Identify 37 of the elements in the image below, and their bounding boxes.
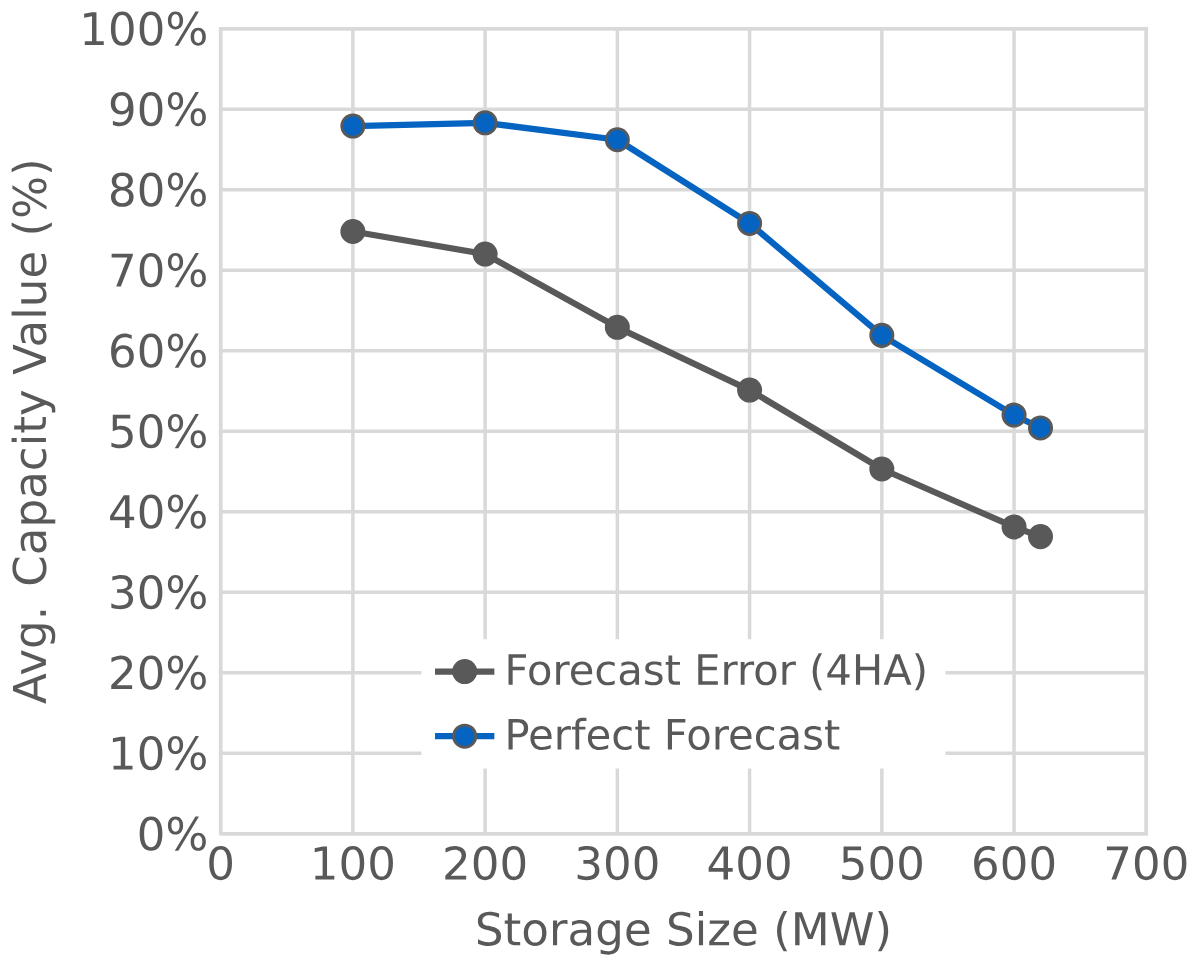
y-tick-label: 50% <box>111 414 206 449</box>
x-tick-label: 0 <box>209 845 232 881</box>
legend-label: Perfect Forecast <box>508 717 840 751</box>
y-tick-label: 20% <box>111 655 206 690</box>
y-tick-label: 10% <box>112 736 206 771</box>
x-tick-label: 300 <box>577 845 658 881</box>
point <box>737 210 763 236</box>
x-tick-label: 700 <box>1106 845 1187 881</box>
legend-label: Forecast Error (4HA) <box>508 653 925 691</box>
x-tick-label: 600 <box>974 845 1055 881</box>
point <box>340 113 366 139</box>
point <box>1028 415 1054 441</box>
x-axis-title: Storage Size (MW) <box>477 910 889 955</box>
point <box>1001 402 1027 428</box>
y-tick-label: 40% <box>110 494 206 529</box>
y-tick-label: 60% <box>111 333 206 368</box>
point <box>1001 514 1027 540</box>
y-tick-label: 30% <box>111 575 206 610</box>
point <box>869 322 895 348</box>
y-tick-label: 0% <box>139 816 206 851</box>
y-tick-label: 100% <box>84 11 206 46</box>
point <box>472 241 498 267</box>
point <box>869 456 895 482</box>
point <box>1028 524 1054 550</box>
x-tick-label: 100 <box>314 845 393 881</box>
point <box>604 127 630 153</box>
y-tick-label: 70% <box>111 253 206 288</box>
y-axis-title: Avg. Capacity Value (%) <box>11 162 56 704</box>
point <box>472 110 498 136</box>
y-tick-label: 90% <box>110 92 206 127</box>
x-tick-label: 400 <box>708 845 790 881</box>
x-tick-label: 500 <box>842 845 922 881</box>
x-tick-label: 200 <box>445 845 526 881</box>
point <box>737 377 763 403</box>
point <box>604 314 630 340</box>
point <box>340 218 366 244</box>
y-tick-label: 80% <box>110 172 206 207</box>
